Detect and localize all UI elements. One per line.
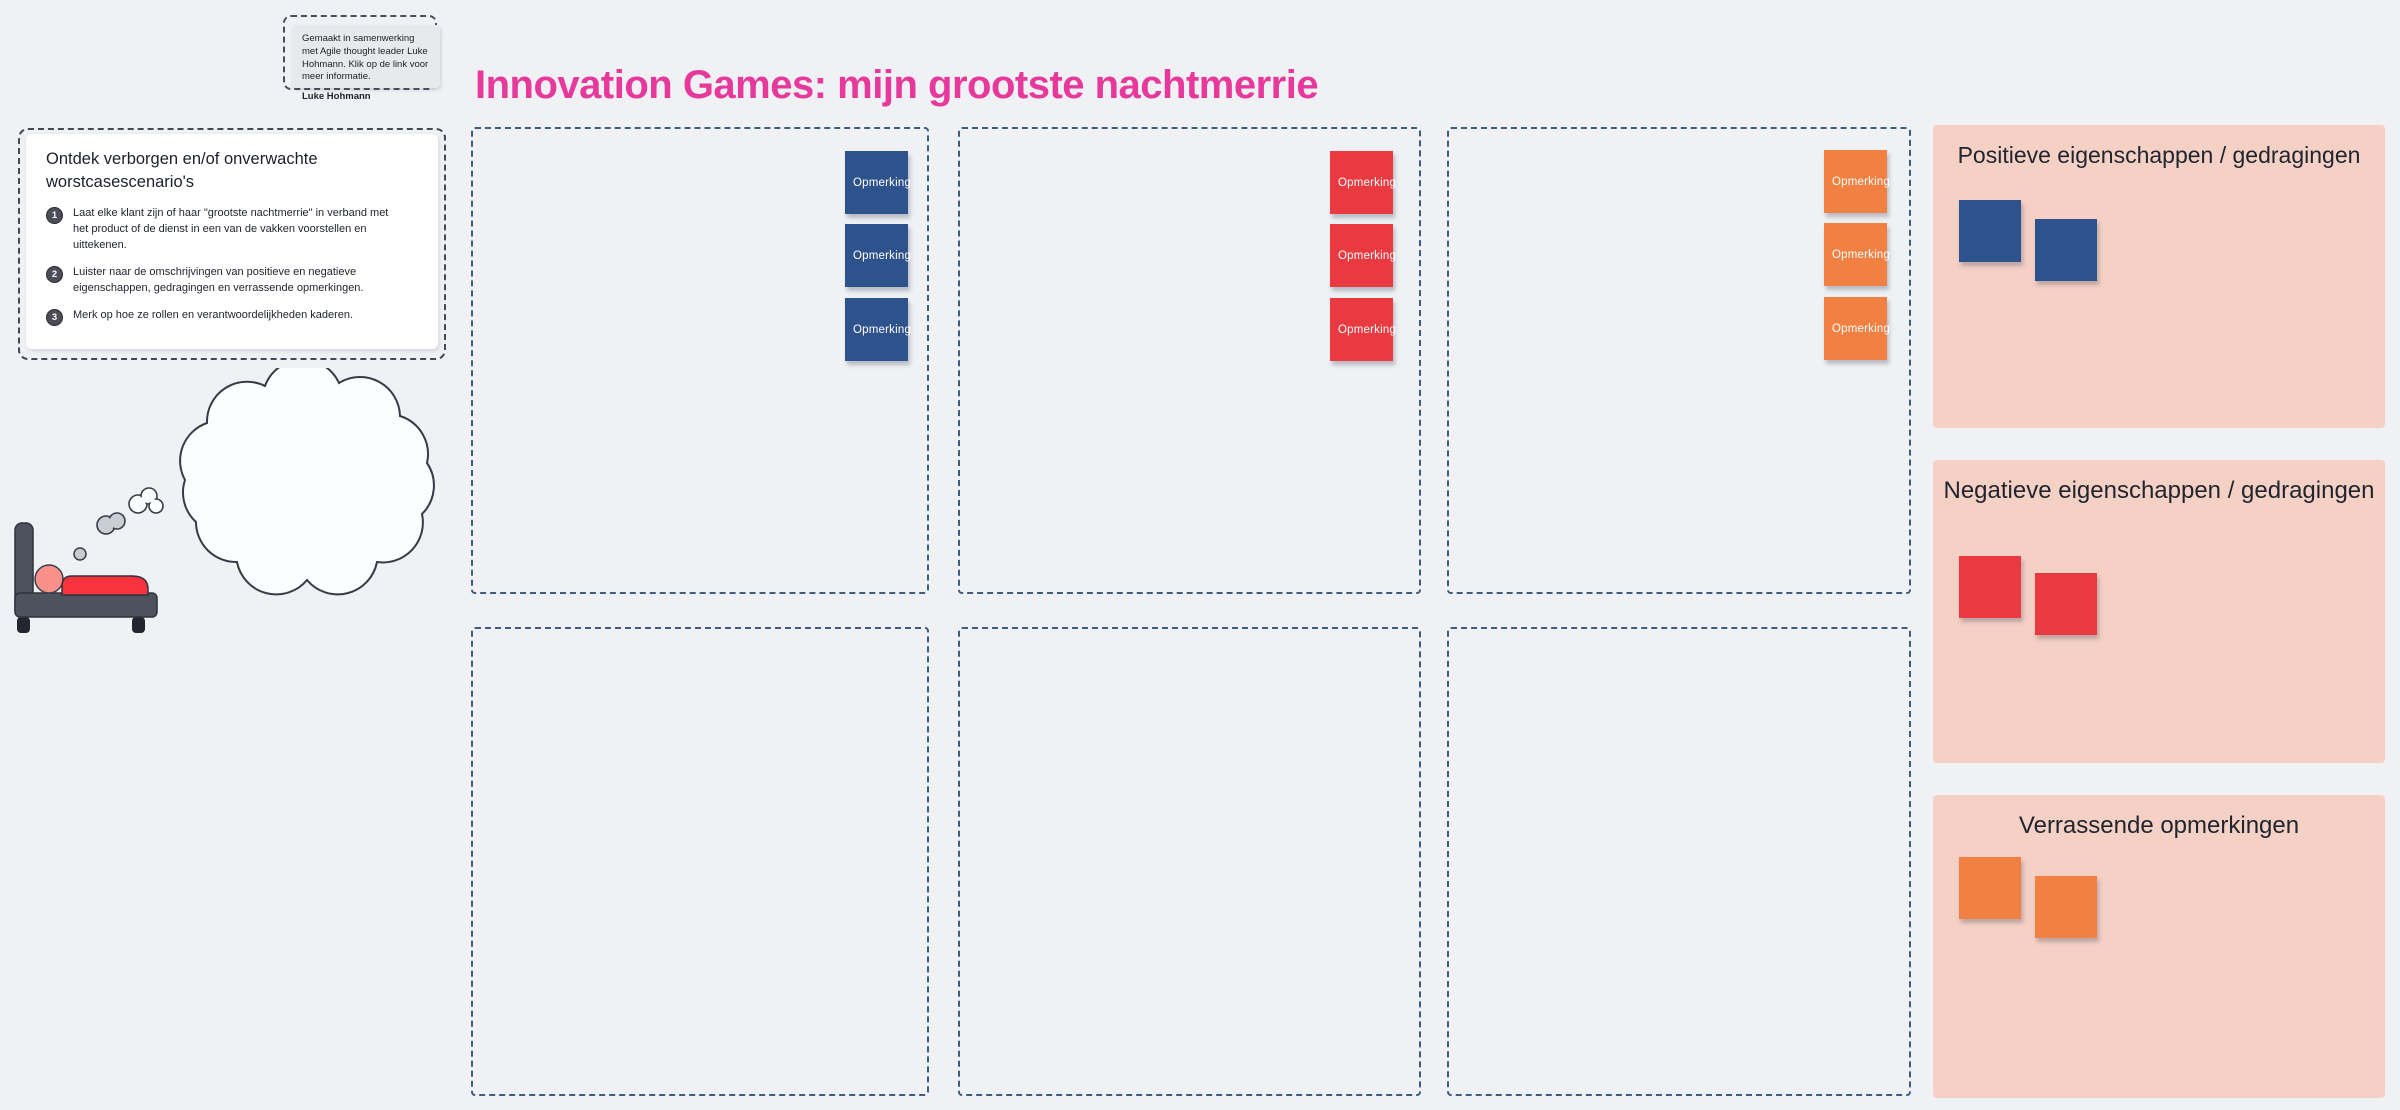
step-2-badge: 2 [46, 266, 63, 283]
instruction-step-1: 1 Laat elke klant zijn of haar "grootste… [46, 206, 418, 254]
step-1-badge: 1 [46, 207, 63, 225]
sticky-note-red-1[interactable]: Opmerking [1330, 151, 1397, 214]
sticky-note-surprising-2[interactable] [2035, 876, 2097, 938]
drawing-box-6[interactable] [1447, 627, 1911, 1096]
sticky-note-label: Opmerking [1338, 249, 1397, 262]
section-surprising-title: Verrassende opmerkingen [2018, 812, 2300, 839]
thought-bubble-dot-icon [73, 547, 87, 561]
sticky-note-blue-2[interactable]: Opmerking [845, 224, 912, 287]
attribution-author-link[interactable]: Luke Hohmann [302, 91, 371, 103]
board-title[interactable]: Innovation Games: mijn grootste nachtmer… [475, 63, 1319, 107]
instruction-step-3: 3 Merk op hoe ze rollen en verantwoordel… [46, 308, 418, 326]
sticky-note-label: Opmerking [1338, 176, 1397, 189]
sticky-note-label: Opmerking [853, 176, 912, 189]
step-3-text: Merk op hoe ze rollen en verantwoordelij… [73, 308, 354, 321]
step-1-text: Laat elke klant zijn of haar "grootste n… [73, 207, 389, 252]
section-positive[interactable]: Positieve eigenschappen / gedragingen [1933, 125, 2385, 428]
sticky-note-blue-1[interactable]: Opmerking [845, 151, 912, 214]
sticky-note-orange-2[interactable]: Opmerking [1824, 223, 1891, 286]
section-negative-title: Negatieve eigenschappen / gedragingen [1943, 477, 2375, 504]
sticky-note-label: Opmerking [1338, 323, 1397, 336]
sticky-note-negative-2[interactable] [2035, 573, 2097, 635]
attribution-card-body[interactable]: Gemaakt in samenwerking met Agile though… [292, 25, 440, 102]
drawing-box-5[interactable] [958, 627, 1421, 1096]
thought-cloud-icon [179, 368, 435, 596]
section-surprising[interactable]: Verrassende opmerkingen [1933, 795, 2385, 1098]
instruction-step-2: 2 Luister naar de omschrijvingen van pos… [46, 265, 418, 297]
sticky-note-label: Opmerking [1832, 248, 1891, 261]
sticky-note-label: Opmerking [1832, 322, 1891, 335]
blanket-icon [61, 575, 149, 596]
thought-bubble-small-cloud-icon [128, 487, 164, 514]
sticky-note-positive-1[interactable] [1959, 200, 2021, 262]
bed-icon [14, 522, 158, 633]
drawing-box-4[interactable] [471, 627, 929, 1096]
attribution-text: Gemaakt in samenwerking met Agile though… [302, 33, 429, 83]
sleeping-nightmare-illustration[interactable] [5, 368, 455, 648]
sticky-note-label: Opmerking [853, 323, 912, 336]
sticky-note-red-3[interactable]: Opmerking [1330, 298, 1397, 361]
thought-bubble-gray-icon [96, 512, 126, 535]
drawing-box-2[interactable] [958, 127, 1421, 594]
instructions-panel[interactable]: Ontdek verborgen en/of onverwachte worst… [26, 134, 438, 349]
sleeping-head-icon [34, 564, 64, 594]
sticky-note-surprising-1[interactable] [1959, 857, 2021, 919]
sticky-note-orange-1[interactable]: Opmerking [1824, 150, 1891, 213]
drawing-box-1[interactable] [471, 127, 929, 594]
sticky-note-red-2[interactable]: Opmerking [1330, 224, 1397, 287]
instructions-frame[interactable] [18, 128, 446, 360]
sticky-note-negative-1[interactable] [1959, 556, 2021, 618]
sticky-note-label: Opmerking [853, 249, 912, 262]
sticky-note-orange-3[interactable]: Opmerking [1824, 297, 1891, 360]
sticky-note-label: Opmerking [1832, 175, 1891, 188]
sticky-note-positive-2[interactable] [2035, 219, 2097, 281]
instructions-heading: Ontdek verborgen en/of onverwachte worst… [46, 150, 318, 192]
step-2-text: Luister naar de omschrijvingen van posit… [73, 266, 364, 294]
section-positive-title: Positieve eigenschappen / gedragingen [1957, 142, 2361, 168]
drawing-box-3[interactable] [1447, 127, 1911, 594]
step-3-badge: 3 [46, 308, 63, 326]
sticky-note-blue-3[interactable]: Opmerking [845, 298, 912, 361]
